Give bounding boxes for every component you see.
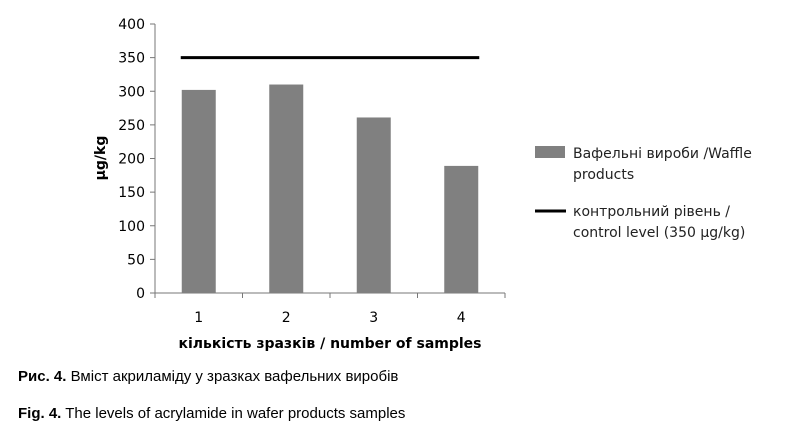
caption-ukrainian: Рис. 4. Вміст акриламіду у зразках вафел… bbox=[18, 368, 398, 385]
caption-english: Fig. 4. The levels of acrylamide in wafe… bbox=[18, 405, 405, 422]
y-tick-label: 150 bbox=[118, 185, 145, 201]
legend-line-label: control level (350 μg/kg) bbox=[573, 225, 745, 241]
caption-ukrainian-text: Вміст акриламіду у зразках вафельних вир… bbox=[66, 368, 399, 385]
bars bbox=[181, 84, 479, 294]
y-axis: 0 50 100 150 200 250 300 350 400 bbox=[118, 17, 156, 302]
x-axis: 1 2 3 4 bbox=[154, 292, 506, 326]
legend-bar-label: Вафельні вироби /Waffle bbox=[573, 146, 752, 162]
y-tick-label: 250 bbox=[118, 118, 145, 134]
x-tick-label: 3 bbox=[369, 310, 378, 326]
caption-english-text: The levels of acrylamide in wafer produc… bbox=[61, 405, 406, 422]
x-tick-label: 4 bbox=[457, 310, 466, 326]
y-tick-label: 300 bbox=[118, 84, 145, 100]
legend-bar-swatch bbox=[535, 146, 565, 158]
y-tick-label: 200 bbox=[118, 152, 145, 168]
y-tick-label: 400 bbox=[118, 17, 145, 33]
x-axis-title: кількість зразків / number of samples bbox=[178, 336, 481, 352]
bar bbox=[444, 165, 479, 293]
y-tick-label: 100 bbox=[118, 219, 145, 235]
bar bbox=[269, 84, 304, 294]
x-tick-label: 1 bbox=[194, 310, 203, 326]
y-tick-label: 50 bbox=[127, 252, 145, 268]
x-tick-label: 2 bbox=[282, 310, 291, 326]
y-tick-label: 0 bbox=[136, 286, 145, 302]
y-tick-label: 350 bbox=[118, 51, 145, 67]
y-axis-title: μg/kg bbox=[93, 136, 109, 181]
bar bbox=[181, 89, 216, 293]
caption-ukrainian-prefix: Рис. 4. bbox=[18, 368, 67, 385]
bar bbox=[356, 117, 391, 293]
acrylamide-chart: 0 50 100 150 200 250 300 350 400 1 2 3 4 μg/kg кіль… bbox=[93, 17, 752, 352]
legend: Вафельні вироби /Waffle products контрольн… bbox=[535, 146, 752, 241]
caption-english-prefix: Fig. 4. bbox=[18, 405, 62, 422]
legend-bar-label: products bbox=[573, 167, 634, 183]
legend-line-label: контрольний рівень / bbox=[573, 204, 730, 220]
